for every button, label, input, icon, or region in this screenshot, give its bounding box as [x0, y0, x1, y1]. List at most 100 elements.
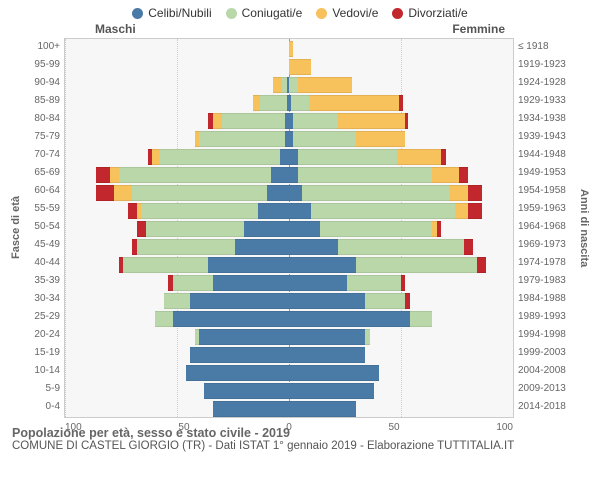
age-tick: 45-49 — [34, 236, 60, 254]
age-tick: 95-99 — [34, 56, 60, 74]
bar-segment — [293, 113, 338, 129]
female-bar — [289, 41, 513, 55]
x-tick: 50 — [388, 422, 399, 433]
legend-label: Divorziati/e — [408, 6, 467, 20]
bar-segment — [437, 221, 441, 237]
bar-segment — [289, 167, 298, 183]
year-tick: 1984-1988 — [518, 290, 566, 308]
age-tick: 65-69 — [34, 164, 60, 182]
bar-segment — [289, 149, 298, 165]
bar-segment — [289, 239, 338, 255]
legend: Celibi/NubiliConiugati/eVedovi/eDivorzia… — [0, 0, 600, 22]
bar-segment — [273, 77, 282, 93]
bar-segment — [311, 203, 454, 219]
bar-segment — [289, 365, 379, 381]
pyramid-row — [65, 309, 513, 327]
bar-segment — [199, 329, 289, 345]
legend-swatch — [132, 8, 143, 19]
bar-segment — [190, 293, 289, 309]
left-axis-title: Fasce di età — [8, 38, 24, 418]
bar-segment — [146, 221, 245, 237]
bar-segment — [289, 293, 365, 309]
bar-segment — [455, 203, 468, 219]
bar-segment — [289, 185, 302, 201]
male-bar — [65, 167, 289, 181]
legend-swatch — [316, 8, 327, 19]
female-bar — [289, 239, 513, 253]
bar-segment — [159, 149, 280, 165]
year-tick: 1944-1948 — [518, 146, 566, 164]
pyramid-row — [65, 381, 513, 399]
bar-segment — [477, 257, 486, 273]
age-tick: 15-19 — [34, 344, 60, 362]
male-bar — [65, 401, 289, 415]
bar-segment — [365, 329, 369, 345]
bar-segment — [289, 77, 298, 93]
bar-segment — [298, 149, 397, 165]
age-tick: 90-94 — [34, 74, 60, 92]
male-bar — [65, 95, 289, 109]
bar-segment — [464, 239, 473, 255]
male-bar — [65, 113, 289, 127]
chart-area: Fasce di età 100+95-9990-9485-8980-8475-… — [0, 38, 600, 418]
bar-segment — [253, 95, 260, 111]
bar-segment — [190, 347, 289, 363]
bar-segment — [222, 113, 285, 129]
bar-segment — [186, 365, 289, 381]
male-bar — [65, 383, 289, 397]
bar-segment — [141, 203, 257, 219]
year-tick: 1929-1933 — [518, 92, 566, 110]
bar-segment — [132, 185, 266, 201]
bar-segment — [96, 185, 114, 201]
bar-segment — [213, 401, 289, 417]
bar-segment — [280, 149, 289, 165]
bar-segment — [298, 167, 432, 183]
female-bar — [289, 59, 513, 73]
bar-segment — [152, 149, 159, 165]
bar-segment — [137, 221, 146, 237]
bar-segment — [289, 401, 356, 417]
pyramid-row — [65, 273, 513, 291]
female-bar — [289, 149, 513, 163]
bar-segment — [410, 311, 432, 327]
bar-segment — [401, 275, 405, 291]
age-tick: 80-84 — [34, 110, 60, 128]
female-label: Femmine — [452, 22, 505, 36]
age-tick: 30-34 — [34, 290, 60, 308]
bar-segment — [289, 383, 374, 399]
year-tick: 1964-1968 — [518, 218, 566, 236]
bar-segment — [459, 167, 468, 183]
bar-segment — [356, 131, 405, 147]
year-tick: 1974-1978 — [518, 254, 566, 272]
female-bar — [289, 131, 513, 145]
male-bar — [65, 311, 289, 325]
plot: 10050050100 — [64, 38, 514, 418]
male-bar — [65, 221, 289, 235]
pyramid-row — [65, 93, 513, 111]
year-tick: 2014-2018 — [518, 398, 566, 416]
bar-segment — [114, 185, 132, 201]
x-tick: 100 — [496, 422, 513, 433]
pyramid-row — [65, 129, 513, 147]
bar-segment — [356, 257, 477, 273]
bar-segment — [213, 113, 222, 129]
bar-segment — [96, 167, 109, 183]
pyramid-row — [65, 219, 513, 237]
age-tick: 0-4 — [46, 398, 60, 416]
pyramid-row — [65, 399, 513, 417]
bar-segment — [289, 41, 293, 57]
pyramid-row — [65, 75, 513, 93]
male-bar — [65, 365, 289, 379]
year-tick: 1959-1963 — [518, 200, 566, 218]
pyramid-row — [65, 183, 513, 201]
pyramid-row — [65, 39, 513, 57]
male-bar — [65, 41, 289, 55]
female-bar — [289, 95, 513, 109]
female-bar — [289, 347, 513, 361]
male-bar — [65, 293, 289, 307]
bar-segment — [267, 185, 289, 201]
bar-segment — [441, 149, 445, 165]
bar-segment — [289, 221, 320, 237]
pyramid-row — [65, 165, 513, 183]
bar-segment — [208, 257, 289, 273]
